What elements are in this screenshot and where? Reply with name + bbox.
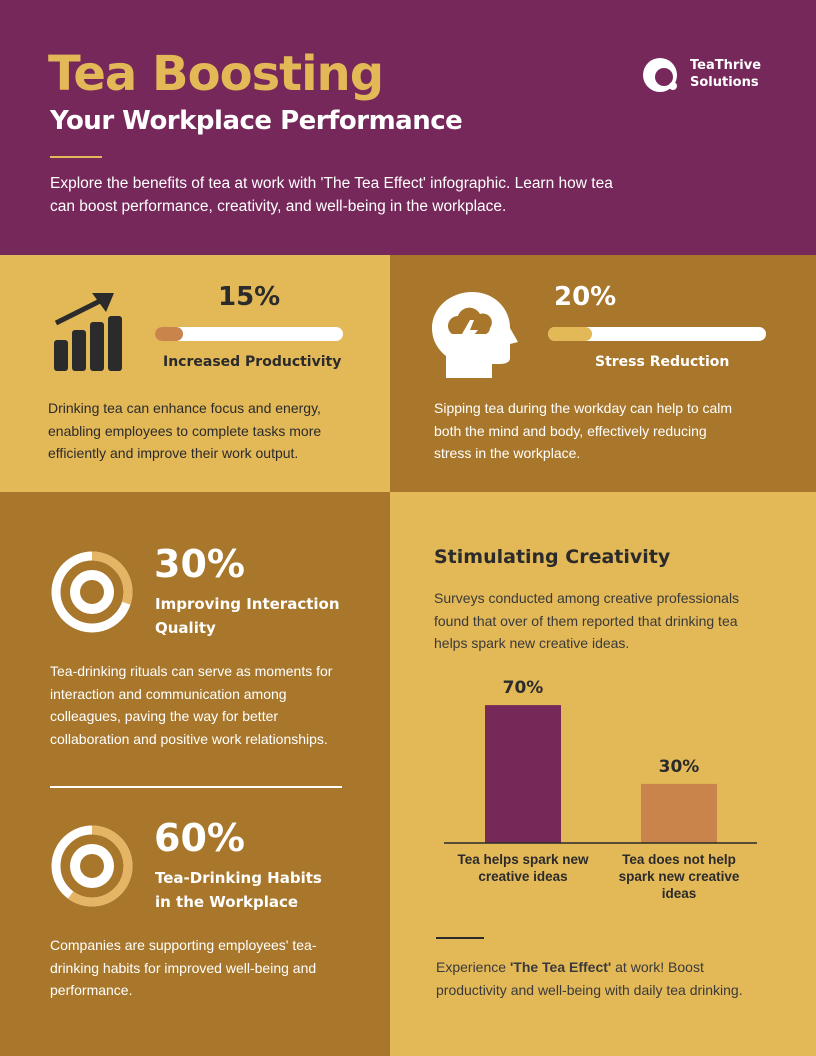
stat-text: Tea-drinking rituals can serve as moment… (50, 663, 333, 747)
category-label: Tea does not help spark new creative ide… (618, 852, 740, 901)
title: Tea Boosting (48, 46, 384, 102)
logo-icon (643, 58, 677, 92)
subtitle: Your Workplace Performance (50, 106, 463, 136)
footer-emphasis: 'The Tea Effect' (509, 959, 612, 975)
icon (80, 854, 104, 878)
stat-value: 15% (218, 282, 281, 312)
panel: 70% 30% Tea helps spark new creative ideas… (390, 492, 816, 1056)
donut-arc (51, 551, 133, 633)
stat-text: Drinking tea can enhance focus and energ… (48, 400, 322, 461)
logo: TeaThrive Solutions (690, 57, 761, 91)
progress-track (155, 327, 343, 341)
donut (51, 551, 133, 633)
panel (0, 255, 390, 492)
divider (436, 937, 484, 939)
section-text: Surveys conducted among creative profess… (434, 590, 740, 651)
header (0, 0, 816, 255)
stat-label: Improving Interaction Quality (155, 595, 340, 637)
section-title: Stimulating Creativity (434, 546, 671, 568)
chart-icon (54, 293, 122, 371)
footer-text: at work! Boost productivity and well-bei… (436, 959, 743, 998)
stat-value: 30% (154, 542, 245, 586)
stat-label: Increased Productivity (163, 354, 342, 370)
bar (641, 783, 717, 843)
progress-fill (155, 327, 184, 341)
divider (50, 786, 342, 788)
progress-fill (548, 327, 592, 341)
category-label: Tea helps spark new creative ideas (457, 852, 589, 884)
value-label: 30% (659, 757, 700, 777)
stat-value: 20% (554, 282, 617, 312)
footer-text: Experience (436, 959, 510, 975)
head-icon (432, 292, 518, 378)
stat-label: Tea-Drinking Habits in the Workplace (155, 869, 322, 911)
intro: Explore the benefits of tea at work with… (50, 175, 613, 215)
divider (50, 156, 102, 158)
progress-track (548, 327, 766, 341)
footer: Experience 'The Tea Effect' at work! Boo… (436, 956, 776, 1001)
logo-text: Solutions (690, 75, 759, 90)
logo-text: TeaThrive (690, 58, 762, 73)
bar (485, 705, 561, 843)
chart: 70% 30% (444, 678, 757, 844)
stat-value: 60% (154, 816, 245, 860)
donut-arc (51, 825, 133, 907)
donut (51, 825, 133, 907)
panel (0, 492, 390, 1056)
icon (80, 580, 104, 604)
stat-text: Sipping tea during the workday can help … (434, 400, 733, 461)
stat-text: Companies are supporting employees' tea-… (50, 937, 317, 998)
value-label: 70% (503, 678, 544, 698)
stat-label: Stress Reduction (595, 354, 730, 370)
